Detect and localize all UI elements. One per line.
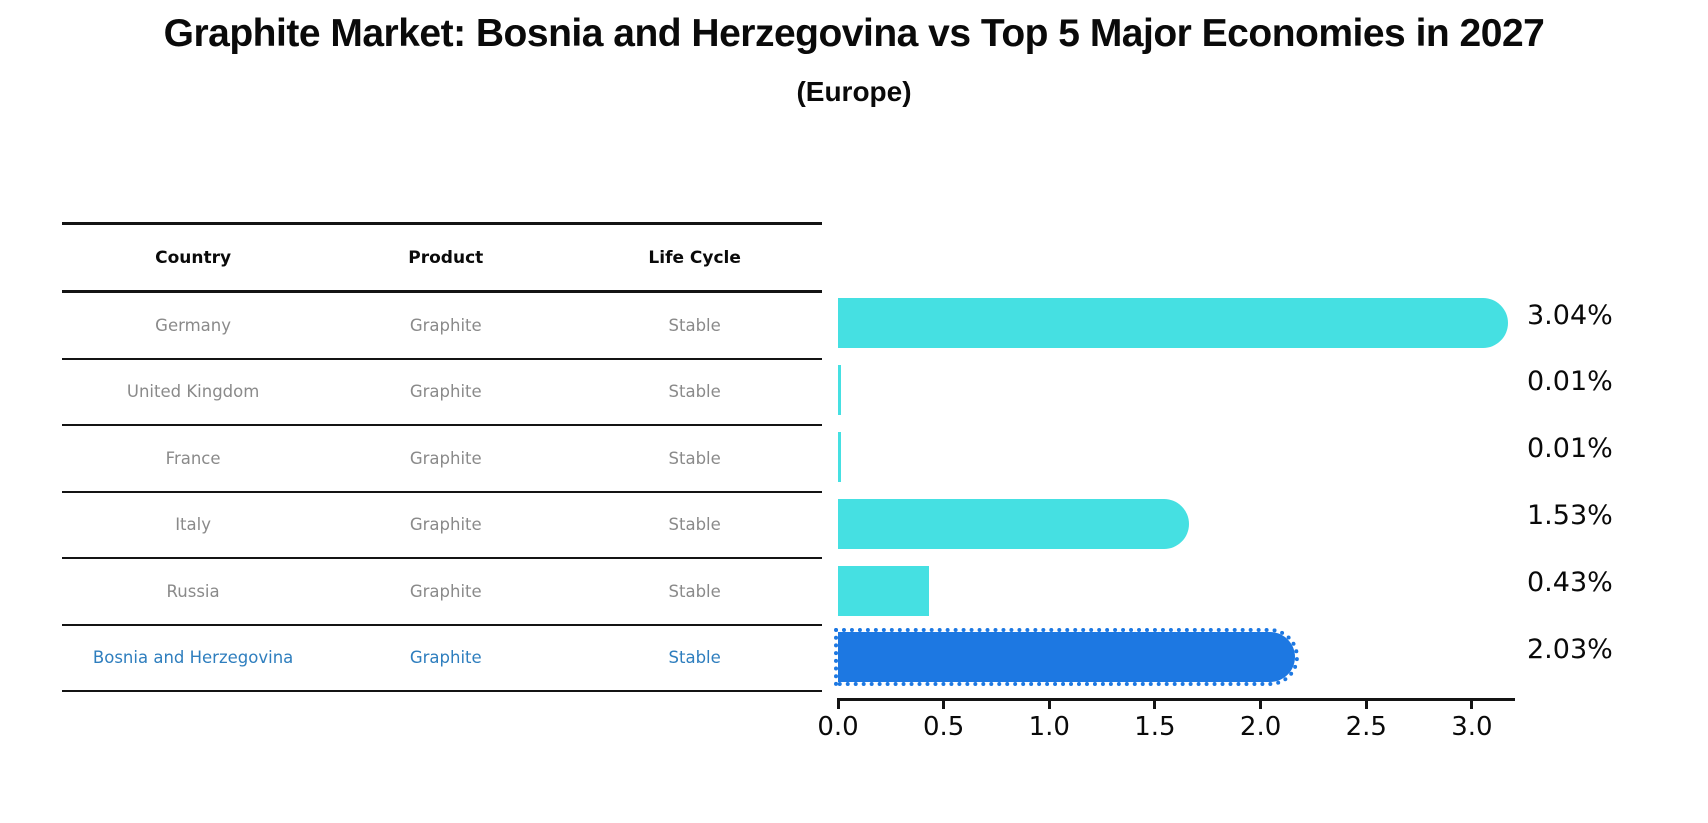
- x-axis-tick-label: 1.0: [1028, 712, 1070, 742]
- x-axis-tick-label: 2.5: [1345, 712, 1387, 742]
- x-axis-tick-label: 3.0: [1451, 712, 1493, 742]
- x-axis-tick: [836, 698, 840, 709]
- bar-germany: [838, 298, 1509, 349]
- cell-country: Italy: [175, 515, 211, 535]
- chart-title: Graphite Market: Bosnia and Herzegovina …: [163, 12, 1545, 55]
- table-row: France Graphite Stable: [62, 426, 822, 493]
- bar-bosnia-and-herzegovina: [834, 628, 1299, 687]
- bar-france: [838, 432, 841, 482]
- table-row: United Kingdom Graphite Stable: [62, 360, 822, 426]
- bar-russia: [838, 565, 929, 616]
- value-label: 0.01%: [1527, 433, 1613, 465]
- column-header-lifecycle: Life Cycle: [648, 247, 741, 268]
- column-header-product: Product: [408, 247, 484, 268]
- cell-product: Graphite: [409, 648, 482, 668]
- cell-product: Graphite: [409, 315, 482, 335]
- value-label: 0.43%: [1527, 566, 1613, 598]
- country-table: Country Product Life Cycle Germany Graphi…: [62, 222, 822, 692]
- cell-lifecycle: Stable: [668, 315, 721, 335]
- cell-country: Russia: [166, 581, 220, 601]
- cell-lifecycle: Stable: [668, 581, 721, 601]
- cell-lifecycle: Stable: [668, 448, 721, 468]
- x-axis-tick: [942, 698, 946, 709]
- x-axis-tick: [1470, 698, 1474, 709]
- x-axis-tick-label: 2.0: [1239, 712, 1282, 742]
- table-row: Russia Graphite Stable: [62, 559, 822, 626]
- cell-lifecycle: Stable: [668, 648, 721, 668]
- x-axis-tick: [1153, 698, 1157, 709]
- cell-country: Bosnia and Herzegovina: [92, 648, 294, 668]
- cell-country: France: [165, 448, 221, 468]
- cell-country: United Kingdom: [126, 382, 260, 402]
- table-row: Bosnia and Herzegovina Graphite Stable: [62, 626, 822, 692]
- x-axis-line: [838, 698, 1515, 701]
- table-row: Italy Graphite Stable: [62, 493, 822, 559]
- cell-country: Germany: [155, 315, 232, 335]
- cell-product: Graphite: [409, 515, 482, 535]
- column-header-country: Country: [155, 247, 232, 268]
- value-label: 2.03%: [1527, 633, 1613, 665]
- cell-product: Graphite: [409, 448, 482, 468]
- table-row: Germany Graphite Stable: [62, 293, 822, 360]
- x-axis-tick: [1259, 698, 1263, 709]
- table-header-row: Country Product Life Cycle: [62, 225, 822, 293]
- x-axis-tick: [1364, 698, 1368, 709]
- cell-product: Graphite: [409, 581, 482, 601]
- value-label: 1.53%: [1527, 499, 1613, 531]
- x-axis-tick-label: 0.0: [817, 712, 859, 742]
- x-axis-tick-label: 1.5: [1134, 712, 1176, 742]
- bar-united-kingdom: [838, 365, 841, 416]
- cell-product: Graphite: [409, 382, 482, 402]
- value-label: 0.01%: [1527, 366, 1613, 398]
- cell-lifecycle: Stable: [668, 382, 721, 402]
- x-axis-tick: [1047, 698, 1051, 709]
- value-label: 3.04%: [1527, 299, 1613, 331]
- chart-subtitle: (Europe): [796, 76, 912, 107]
- x-axis-tick-label: 0.5: [922, 712, 965, 742]
- bar-italy: [838, 498, 1190, 549]
- table-body: Germany Graphite Stable United Kingdom Graph…: [62, 293, 822, 692]
- cell-lifecycle: Stable: [668, 515, 721, 535]
